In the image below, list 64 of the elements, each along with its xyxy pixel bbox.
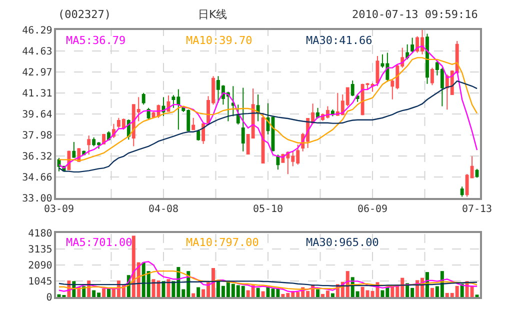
y-tick-label: 37.98 bbox=[22, 130, 52, 142]
bar bbox=[256, 288, 260, 297]
candlestick bbox=[241, 87, 245, 152]
chart-title: (002327) bbox=[58, 8, 111, 21]
bar bbox=[316, 289, 320, 297]
y-tick-label: 44.63 bbox=[22, 46, 52, 58]
candlestick bbox=[316, 107, 320, 118]
x-tick-label: 04-08 bbox=[148, 204, 179, 215]
candlestick bbox=[410, 37, 414, 54]
line-series bbox=[58, 80, 478, 173]
line-series bbox=[58, 270, 478, 290]
candlestick bbox=[236, 104, 240, 126]
candlestick bbox=[192, 117, 196, 130]
candlestick bbox=[231, 86, 235, 117]
y-tick-label: 39.64 bbox=[22, 110, 52, 121]
line-series bbox=[58, 57, 478, 162]
series-label: MA5:701.00 bbox=[66, 236, 132, 249]
chart-subtitle: 日K线 bbox=[198, 8, 228, 21]
text: MA10:797.00 bbox=[186, 236, 259, 249]
candlestick bbox=[350, 80, 354, 97]
bar bbox=[460, 284, 464, 297]
y-tick-label: 36.32 bbox=[22, 152, 52, 163]
y-tick-label: 34.66 bbox=[22, 172, 52, 184]
y-tick-label: 1045 bbox=[28, 276, 52, 288]
bar bbox=[102, 288, 106, 297]
bar bbox=[430, 288, 434, 297]
y-tick-label: 4180 bbox=[28, 228, 52, 240]
candlestick bbox=[460, 186, 464, 198]
x-tick-label: 03-09 bbox=[44, 204, 74, 215]
bar bbox=[330, 293, 334, 297]
bar bbox=[261, 291, 265, 297]
line-series bbox=[58, 45, 478, 169]
text: 2010-07-13 09:59:16 bbox=[352, 8, 478, 21]
y-tick-label: 2090 bbox=[28, 260, 52, 272]
candlestick bbox=[256, 94, 260, 122]
text: MA5:36.79 bbox=[66, 34, 126, 47]
y-tick-label: 41.31 bbox=[22, 88, 52, 100]
candlestick bbox=[276, 154, 280, 170]
candlestick bbox=[430, 67, 434, 86]
candlestick bbox=[142, 92, 146, 106]
candlestick bbox=[72, 142, 76, 158]
x-tick-label: 06-09 bbox=[357, 204, 388, 215]
text: MA30:41.66 bbox=[306, 34, 372, 47]
text: MA30:965.00 bbox=[306, 236, 379, 249]
candlestick bbox=[87, 135, 91, 156]
bar bbox=[196, 287, 200, 297]
text: MA10:39.70 bbox=[186, 34, 252, 47]
y-tick-label: 42.97 bbox=[22, 67, 52, 78]
y-tick-label: 46.29 bbox=[22, 26, 52, 36]
candlestick bbox=[426, 33, 429, 84]
x-tick-label: 07-13 bbox=[462, 204, 492, 215]
y-tick-label: 3135 bbox=[28, 244, 52, 256]
x-tick-label: 05-10 bbox=[252, 204, 284, 215]
candlestick bbox=[202, 122, 206, 144]
y-tick-label: 0 bbox=[46, 292, 52, 304]
bar bbox=[192, 293, 196, 297]
candlestick bbox=[162, 96, 166, 117]
candlestick bbox=[356, 94, 360, 102]
candlestick bbox=[196, 129, 200, 142]
line-series bbox=[58, 261, 478, 293]
bar bbox=[166, 279, 170, 297]
candlestick bbox=[266, 102, 270, 136]
bar bbox=[107, 288, 110, 297]
y-tick-label: 33.00 bbox=[22, 194, 52, 204]
